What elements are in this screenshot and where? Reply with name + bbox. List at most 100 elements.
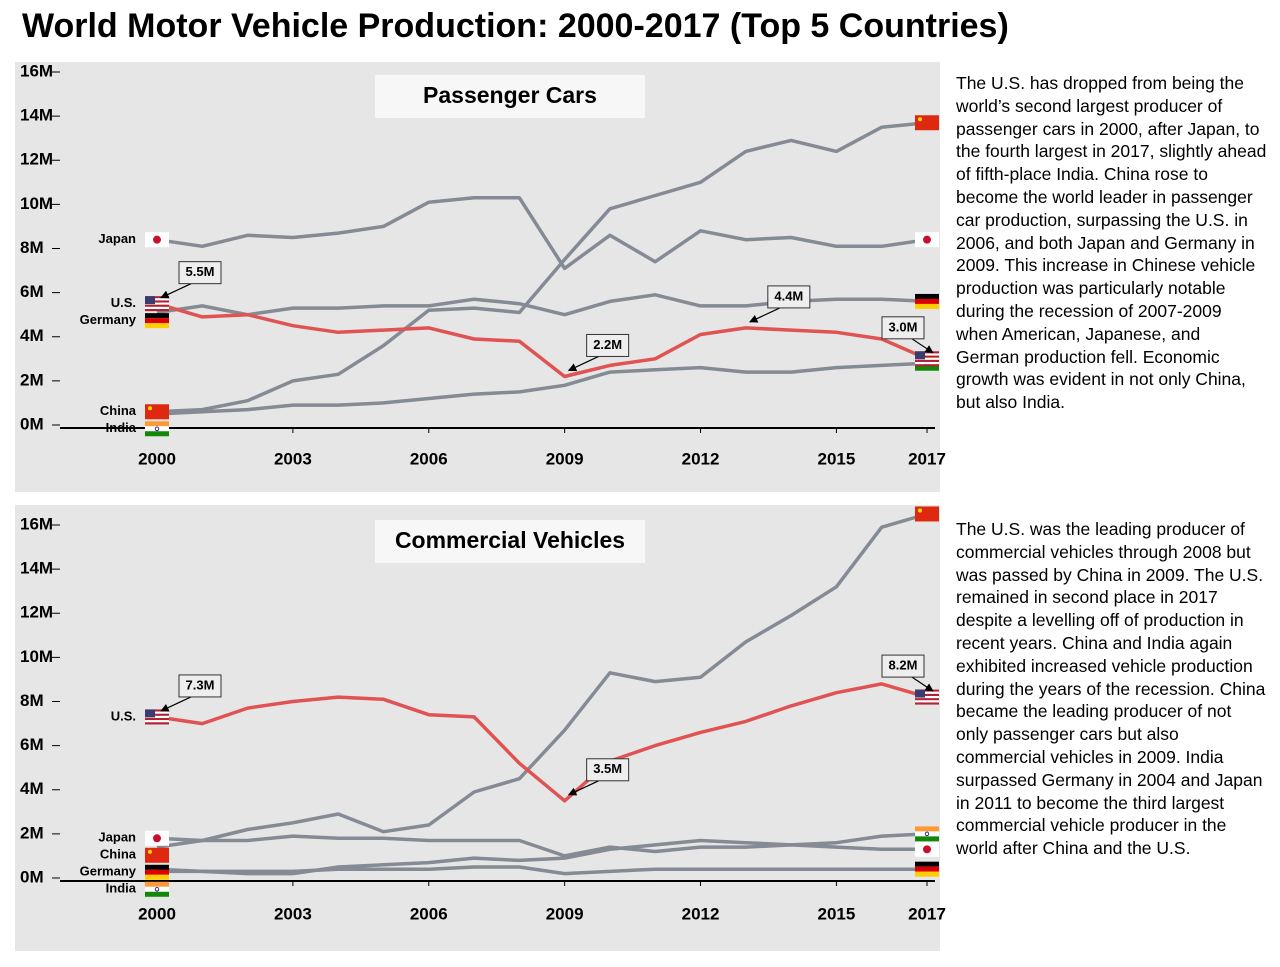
panel <box>15 62 940 492</box>
flag-stripe <box>145 323 169 329</box>
panel <box>15 505 940 951</box>
flag-stripe <box>915 831 939 837</box>
x-tick-label: 2015 <box>817 904 855 923</box>
flag-stripe <box>145 296 169 299</box>
annotation-box <box>586 333 630 357</box>
value-label: 5.5M <box>186 264 215 279</box>
y-tick-label: 8M <box>20 238 44 257</box>
y-tick-label: 6M <box>20 735 44 754</box>
flag-stripe <box>145 881 169 887</box>
page-title: World Motor Vehicle Production: 2000-201… <box>22 7 1009 45</box>
series-line <box>156 865 927 876</box>
annotation-box <box>178 674 222 698</box>
x-tick-label: 2012 <box>682 904 720 923</box>
annotation-arrow <box>567 780 599 796</box>
flag-canton <box>915 351 925 360</box>
flag-stripe <box>145 300 169 303</box>
flag-stripe <box>915 700 939 703</box>
flag <box>145 313 169 329</box>
value-label: 3.0M <box>889 319 918 334</box>
flag-dot <box>923 235 931 244</box>
note: The U.S. was the leading producer of com… <box>956 519 1266 859</box>
flag-stripe <box>915 359 939 363</box>
value-label: 2.2M <box>593 337 622 352</box>
annotation-box <box>767 285 811 309</box>
flag-stripe <box>145 722 169 725</box>
y-tick-label: 0M <box>20 867 44 886</box>
value-label: 4.4M <box>774 288 803 303</box>
annotation-box <box>881 316 925 340</box>
flag <box>915 841 939 857</box>
annotation-arrow <box>567 355 599 372</box>
flag-stripe <box>145 720 169 723</box>
y-tick-label: 12M <box>20 150 53 169</box>
x-tick-label: 2000 <box>138 449 176 468</box>
y-tick-label: 12M <box>20 603 53 622</box>
flag-star <box>148 849 152 854</box>
flag <box>915 115 939 131</box>
series-line <box>156 512 928 849</box>
annotation-box <box>178 261 222 285</box>
y-tick-label: 4M <box>20 326 44 345</box>
flag-stripe <box>915 698 939 701</box>
flag <box>145 421 169 437</box>
series-line <box>156 361 928 416</box>
flag-stripe <box>915 861 939 867</box>
x-tick-label: 2015 <box>817 449 855 468</box>
flag-stripe <box>915 365 939 371</box>
y-tick-label: 2M <box>20 823 44 842</box>
flag-stripe <box>145 886 169 892</box>
y-tick-label: 14M <box>20 106 53 125</box>
y-tick-label: 14M <box>20 559 53 578</box>
flag-stripe <box>145 711 169 714</box>
flag <box>915 506 939 522</box>
flag-star <box>918 117 922 122</box>
flag <box>145 296 169 312</box>
flag-stripe <box>915 355 939 358</box>
flag-stripe <box>915 702 939 705</box>
series-line <box>156 682 928 803</box>
series-name: Japan <box>98 830 136 845</box>
flag-stripe <box>145 718 169 721</box>
flag-stripe <box>915 826 939 832</box>
flag <box>145 847 169 863</box>
x-tick-label: 2006 <box>410 449 448 468</box>
flag <box>145 881 169 897</box>
flag-stripe <box>145 306 169 310</box>
flag-stripe <box>915 693 939 697</box>
flag <box>915 293 939 309</box>
flag-stripe <box>145 709 169 712</box>
y-tick-label: 16M <box>20 61 53 80</box>
y-tick-label: 8M <box>20 691 44 710</box>
flag-dot <box>923 845 931 854</box>
flag-stripe <box>915 293 939 299</box>
flag <box>915 689 939 705</box>
panel-title-box <box>375 520 645 563</box>
series-line <box>157 832 928 876</box>
flag <box>915 826 939 842</box>
flag-stripe <box>145 304 169 307</box>
flag-stripe <box>915 871 939 877</box>
flag-stripe <box>915 357 939 360</box>
annotation-box <box>881 654 925 678</box>
x-tick-label: 2000 <box>138 904 176 923</box>
flag <box>145 830 169 846</box>
flag-wheel <box>154 426 160 431</box>
flag <box>915 861 939 877</box>
flag-stripe <box>915 691 939 694</box>
flag <box>145 232 169 248</box>
x-tick-label: 2017 <box>908 449 946 468</box>
series-name: China <box>100 847 137 862</box>
series-line <box>156 120 928 414</box>
annotation-arrow <box>160 696 192 712</box>
series-name: U.S. <box>111 295 136 310</box>
flag-canton <box>145 709 155 718</box>
x-tick-label: 2012 <box>682 449 720 468</box>
flag-stripe <box>145 715 169 719</box>
flag-stripe <box>915 353 939 356</box>
series-name: U.S. <box>111 708 136 723</box>
chart-title: Commercial Vehicles <box>395 527 625 553</box>
y-tick-label: 16M <box>20 514 53 533</box>
flag-stripe <box>145 302 169 305</box>
